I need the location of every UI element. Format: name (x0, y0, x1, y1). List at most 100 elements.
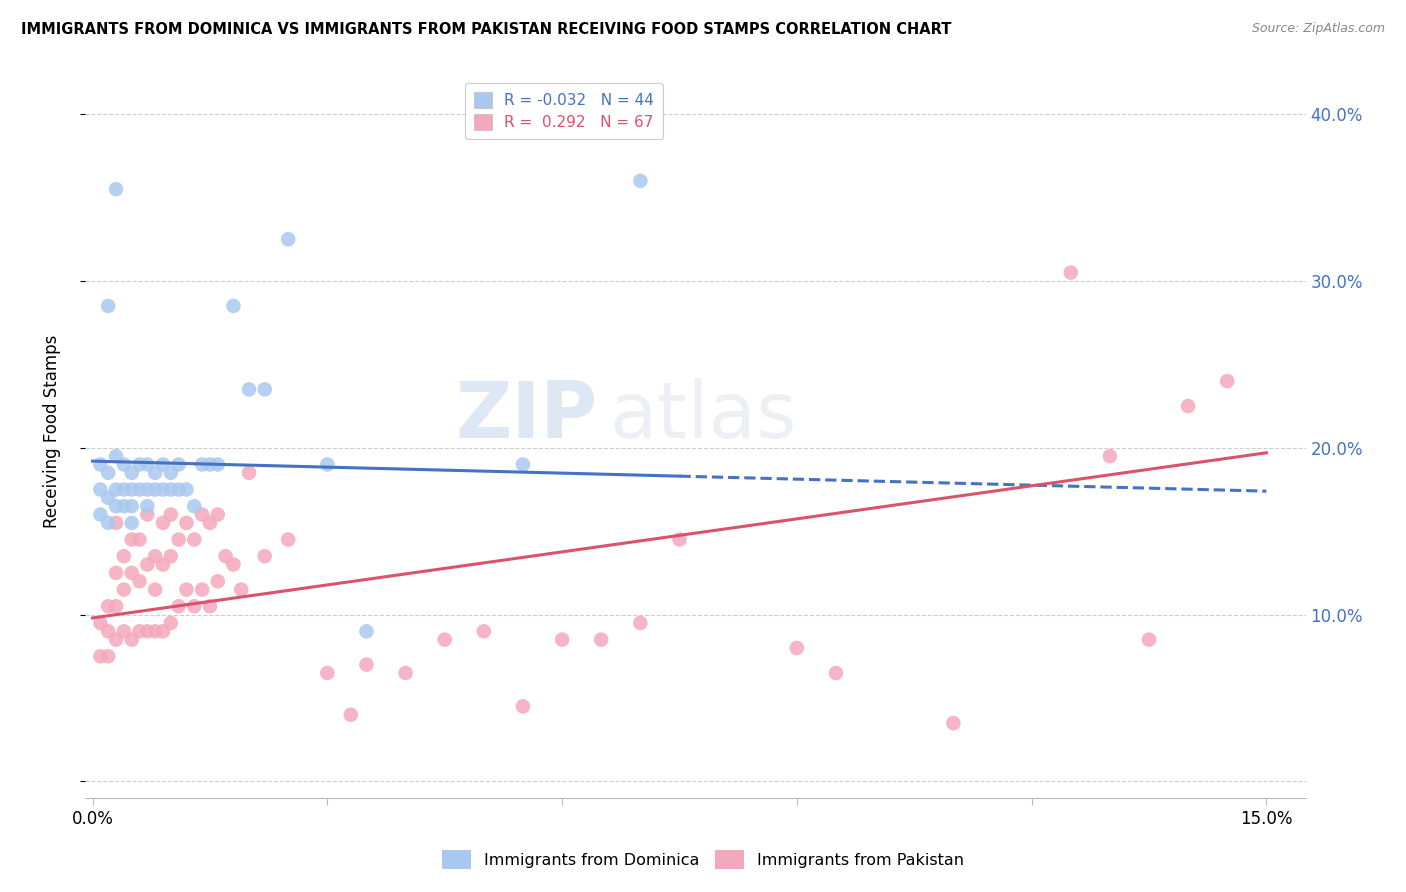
Point (512, 458, 534, 472)
Point (825, 665, 848, 680)
Point (143, 483, 166, 497)
Point (105, 516, 128, 530)
Point (222, 558, 245, 572)
Point (222, 299, 245, 313)
Point (1177, 399, 1199, 413)
Point (128, 574, 150, 589)
Point (112, 483, 135, 497)
Point (167, 458, 190, 472)
Point (152, 483, 174, 497)
Point (176, 483, 198, 497)
Point (121, 533, 143, 547)
Point (112, 458, 135, 472)
Point (143, 624, 166, 639)
Point (89, 508, 111, 522)
Point (159, 508, 181, 522)
Point (89, 615, 111, 630)
Point (105, 449, 128, 463)
Point (1216, 374, 1239, 388)
Point (316, 458, 339, 472)
Point (668, 533, 690, 547)
Point (472, 624, 495, 639)
Point (591, 632, 613, 647)
Point (167, 533, 190, 547)
Point (112, 624, 135, 639)
Point (128, 458, 150, 472)
Point (152, 558, 174, 572)
Point (238, 383, 260, 397)
Y-axis label: Receiving Food Stamps: Receiving Food Stamps (44, 334, 60, 528)
Point (1060, 266, 1083, 280)
Text: atlas: atlas (610, 378, 797, 454)
Point (167, 599, 190, 614)
Point (253, 383, 276, 397)
Point (136, 458, 159, 472)
Point (316, 665, 339, 680)
Text: Source: ZipAtlas.com: Source: ZipAtlas.com (1251, 22, 1385, 36)
Point (97, 466, 120, 480)
Point (159, 549, 181, 564)
Point (136, 624, 159, 639)
Point (105, 632, 128, 647)
Point (97, 516, 120, 530)
Point (207, 574, 229, 589)
Text: IMMIGRANTS FROM DOMINICA VS IMMIGRANTS FROM PAKISTAN RECEIVING FOOD STAMPS CORRE: IMMIGRANTS FROM DOMINICA VS IMMIGRANTS F… (21, 22, 952, 37)
Point (340, 707, 363, 722)
Point (128, 624, 150, 639)
Legend: Immigrants from Dominica, Immigrants from Pakistan: Immigrants from Dominica, Immigrants fro… (434, 842, 972, 877)
Point (214, 549, 236, 564)
Point (143, 582, 166, 597)
Point (105, 182, 128, 196)
Point (105, 599, 128, 614)
Point (143, 549, 166, 564)
Point (356, 657, 378, 672)
Point (277, 232, 299, 246)
Point (183, 599, 205, 614)
Point (207, 508, 229, 522)
Point (121, 566, 143, 580)
Point (253, 549, 276, 564)
Point (786, 640, 808, 655)
Point (191, 582, 214, 597)
Point (152, 458, 174, 472)
Point (512, 699, 534, 714)
Point (628, 615, 651, 630)
Point (183, 533, 205, 547)
Point (97, 624, 120, 639)
Point (628, 174, 651, 188)
Point (207, 458, 229, 472)
Point (97, 299, 120, 313)
Point (136, 483, 159, 497)
Point (89, 649, 111, 664)
Point (176, 582, 198, 597)
Point (97, 491, 120, 505)
Point (105, 483, 128, 497)
Point (121, 466, 143, 480)
Point (105, 566, 128, 580)
Point (112, 499, 135, 513)
Point (136, 499, 159, 513)
Point (121, 483, 143, 497)
Point (159, 466, 181, 480)
Point (136, 558, 159, 572)
Text: ZIP: ZIP (456, 378, 598, 454)
Point (191, 508, 214, 522)
Point (97, 649, 120, 664)
Point (394, 665, 416, 680)
Point (238, 466, 260, 480)
Legend: R = -0.032   N = 44, R =  0.292   N = 67: R = -0.032 N = 44, R = 0.292 N = 67 (465, 83, 664, 139)
Point (105, 499, 128, 513)
Point (152, 624, 174, 639)
Point (121, 499, 143, 513)
Point (121, 632, 143, 647)
Point (112, 582, 135, 597)
Point (159, 615, 181, 630)
Point (942, 716, 965, 731)
Point (191, 458, 214, 472)
Point (89, 458, 111, 472)
Point (128, 483, 150, 497)
Point (433, 632, 456, 647)
Point (277, 533, 299, 547)
Point (183, 499, 205, 513)
Point (231, 582, 253, 597)
